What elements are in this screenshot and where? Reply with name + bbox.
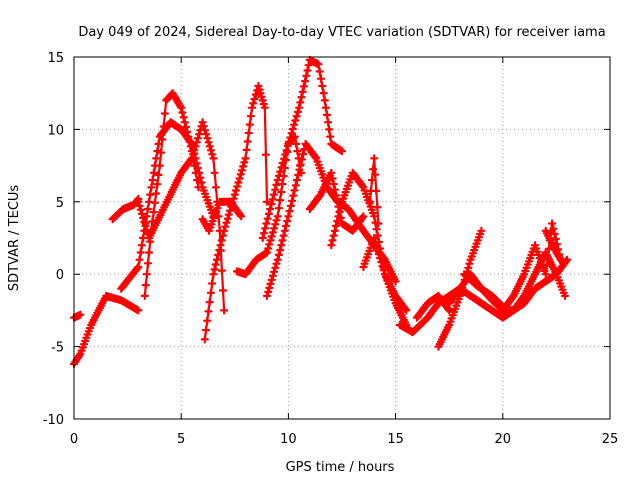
axis-ticks: 0 5 10 15 20 25 -10 -5 0 5 10 15: [43, 51, 619, 447]
series-line: [415, 294, 451, 319]
x-axis-label: GPS time / hours: [286, 460, 395, 475]
series-arc-23: [541, 226, 567, 267]
x-tick-label: 10: [280, 432, 297, 447]
x-tick-label: 5: [177, 432, 185, 447]
x-tick-label: 25: [602, 432, 619, 447]
series-line: [203, 84, 269, 341]
x-tick-label: 0: [70, 432, 78, 447]
series-line: [368, 157, 380, 225]
series-line: [72, 313, 82, 319]
y-tick-label: 0: [56, 268, 64, 283]
series-line: [398, 287, 526, 334]
chart-title: Day 049 of 2024, Sidereal Day-to-day VTE…: [78, 25, 605, 40]
series-arc-3: [108, 194, 143, 224]
series-line: [362, 236, 408, 326]
series-line: [501, 222, 562, 312]
series-line: [261, 58, 344, 240]
y-tick-label: -10: [43, 413, 64, 428]
series-line: [143, 92, 200, 297]
series-arc-15: [365, 154, 383, 228]
series-line: [463, 273, 509, 312]
data-series: [69, 55, 572, 369]
y-axis-label: SDTVAR / TECUs: [7, 185, 22, 292]
series-line: [437, 229, 483, 348]
series-arc-14: [359, 233, 411, 329]
y-tick-label: 5: [56, 196, 64, 211]
series-arc-2: [69, 310, 85, 322]
y-tick-label: 10: [47, 123, 64, 138]
x-tick-label: 20: [495, 432, 512, 447]
series-line: [72, 294, 140, 366]
y-tick-label: 15: [47, 51, 64, 66]
series-arc-12: [305, 168, 368, 235]
series-line: [308, 171, 365, 232]
series-arc-17: [412, 291, 454, 322]
series-arc-1: [69, 291, 143, 369]
series-arc-5: [140, 89, 203, 300]
series-arc-8: [200, 81, 272, 344]
series-line: [544, 229, 564, 264]
y-tick-label: -5: [51, 341, 64, 356]
x-tick-label: 15: [387, 432, 404, 447]
series-arc-21: [498, 219, 565, 315]
plot-frame: [73, 56, 611, 420]
series-arc-10: [258, 55, 347, 243]
gridlines: [74, 57, 610, 419]
series-line: [523, 258, 569, 305]
series-markers: [69, 291, 143, 369]
